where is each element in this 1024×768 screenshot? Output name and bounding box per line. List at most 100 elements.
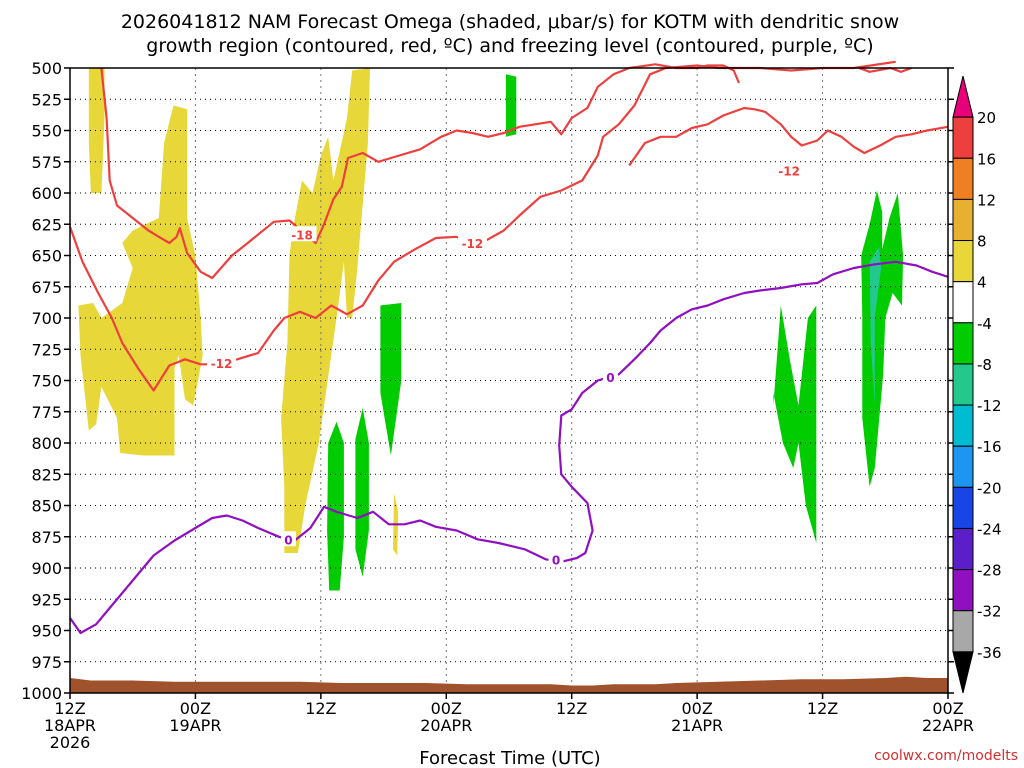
dgz-right-contour: [628, 106, 949, 167]
x-tick-label-0-1: 12Z: [54, 699, 85, 718]
colorbar-label-10: -20: [977, 479, 1002, 497]
omega-upward-2: [380, 303, 402, 456]
colorbar-swatch-3: [952, 198, 974, 242]
omega-upward-6: [861, 190, 904, 487]
x-tick-label-36-2: 20APR: [420, 716, 472, 735]
freezing-level-label-3: 0: [606, 371, 614, 385]
grid-layer: [70, 68, 948, 693]
colorbar-swatch-2: [952, 157, 974, 200]
x-tick-label-60-2: 21APR: [671, 716, 723, 735]
colorbar-swatch-6: [952, 322, 974, 365]
y-tick-label-875: 875: [31, 528, 62, 547]
colorbar-swatch-10: [952, 486, 974, 529]
colorbar-label-2: 16: [977, 150, 996, 168]
colorbar-swatch-5: [952, 281, 974, 324]
terrain-fill: [70, 676, 948, 693]
credit-text: coolwx.com/modelts: [874, 748, 1018, 764]
dgz-lower-contour: [100, 63, 741, 280]
y-tick-label-750: 750: [31, 372, 62, 391]
freezing-level-label-1-bg: [280, 531, 296, 547]
colorbar-swatch-11: [952, 527, 974, 571]
y-tick-label-775: 775: [31, 403, 62, 422]
dgz-upper-contour-label: -12: [778, 165, 800, 179]
dgz-upper-contour-label-2: -12: [211, 357, 233, 371]
freezing-level-label-2-bg: [548, 551, 564, 567]
x-tick-label-84-1: 00Z: [932, 699, 963, 718]
colorbar-label-6: -4: [977, 315, 992, 333]
colorbar-cap-bottom: [952, 651, 974, 694]
x-tick-label-0-3: 2026: [50, 733, 91, 752]
y-tick-label-625: 625: [31, 215, 62, 234]
y-tick-label-600: 600: [31, 184, 62, 203]
y-tick-label-950: 950: [31, 622, 62, 641]
y-tick-label-725: 725: [31, 340, 62, 359]
x-tick-label-12-2: 19APR: [169, 716, 221, 735]
contour-layer: -12 -18 -12 -12 0 0 0: [68, 60, 949, 635]
y-tick-label-575: 575: [31, 153, 62, 172]
y-tick-label-900: 900: [31, 559, 62, 578]
x-tick-label-60-1: 00Z: [681, 699, 712, 718]
chart-title-line2: growth region (contoured, red, ºC) and f…: [146, 35, 873, 57]
colorbar-swatch-13: [952, 610, 974, 653]
freezing-level-contour: [69, 260, 949, 635]
y-tick-label-550: 550: [31, 122, 62, 141]
dgz-lower-contour-label: -18: [291, 228, 313, 242]
y-tick-label-925: 925: [31, 590, 62, 609]
omega-upward-4: [355, 408, 369, 577]
colorbar-cap-top: [952, 75, 974, 118]
y-tick-label-975: 975: [31, 653, 62, 672]
colorbar-label-9: -16: [977, 438, 1002, 456]
colorbar-swatch-9: [952, 445, 974, 488]
colorbar-label-8: -12: [977, 397, 1002, 415]
omega-upward-1: [505, 74, 517, 137]
x-tick-label-0-2: 18APR: [44, 716, 96, 735]
colorbar-label-12: -28: [977, 562, 1002, 580]
y-axis: 500 525 550 575 600 625 650 675 700 725 750 775 800 8…: [21, 59, 954, 703]
dgz-upper-contour-label-3: -12: [462, 237, 484, 251]
colorbar-label-7: -8: [977, 356, 992, 374]
colorbar-swatch-12: [952, 569, 974, 612]
omega-shading-layer: [78, 68, 904, 591]
y-tick-label-800: 800: [31, 434, 62, 453]
y-tick-label-700: 700: [31, 309, 62, 328]
terrain-layer: [70, 676, 948, 693]
colorbar-label-4: 8: [977, 233, 987, 251]
freezing-level-label-1: 0: [284, 533, 292, 547]
omega-downward-2: [78, 105, 203, 456]
y-tick-label-500: 500: [31, 59, 62, 78]
x-tick-label-72-1: 12Z: [807, 699, 838, 718]
colorbar-swatch-1: [952, 116, 974, 159]
y-tick-label-850: 850: [31, 497, 62, 516]
x-tick-label-24-1: 12Z: [305, 699, 336, 718]
omega-upward-strong: [869, 246, 882, 406]
y-tick-label-675: 675: [31, 278, 62, 297]
colorbar-label-3: 12: [977, 191, 996, 209]
x-tick-label-84-2: 22APR: [922, 716, 974, 735]
omega-upward-3: [327, 421, 344, 591]
omega-downward-1: [88, 68, 105, 193]
freezing-level-label-2: 0: [552, 553, 560, 567]
colorbar-swatch-4: [952, 240, 974, 283]
dgz-upper-contour-label-3-bg: [457, 235, 487, 250]
colorbar-swatch-7: [952, 363, 974, 406]
x-axis-label: Forecast Time (UTC): [419, 748, 600, 768]
chart-title-line1: 2026041812 NAM Forecast Omega (shaded, μ…: [121, 11, 899, 33]
colorbar-swatch-8: [952, 404, 974, 447]
colorbar: 20 16 12 8 4 -4 -8 -12 -16 -20 -24 -28 -32 -36: [952, 75, 1002, 694]
colorbar-label-14: -36: [977, 644, 1002, 662]
colorbar-label-5: 4: [977, 274, 987, 292]
freezing-level-label-3-bg: [602, 368, 618, 384]
y-tick-label-650: 650: [31, 247, 62, 266]
x-tick-label-12-1: 00Z: [180, 699, 211, 718]
x-tick-label-36-1: 00Z: [431, 699, 462, 718]
x-tick-label-48-1: 12Z: [556, 699, 587, 718]
colorbar-label-13: -32: [977, 603, 1002, 621]
dgz-lower-contour-label-bg: [287, 226, 317, 242]
y-tick-label-825: 825: [31, 465, 62, 484]
dgz-upper-contour-label-2-bg: [207, 355, 237, 370]
colorbar-label-11: -24: [977, 520, 1002, 538]
y-tick-label-1000: 1000: [21, 684, 62, 703]
omega-upward-5: [773, 305, 817, 543]
